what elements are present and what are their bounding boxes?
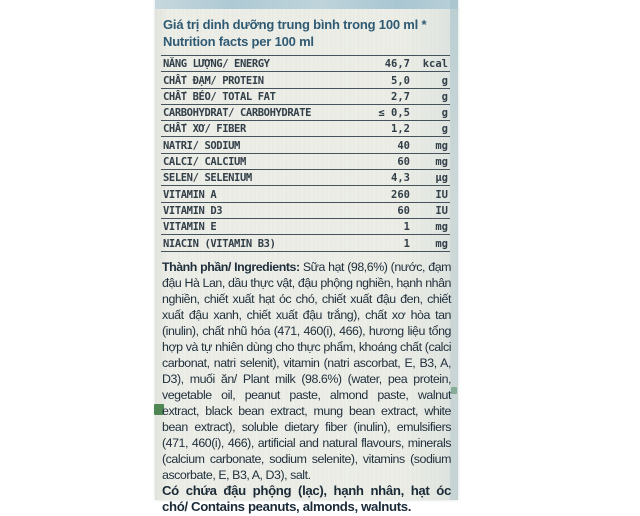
nutrition-table: NĂNG LƯỢNG/ ENERGY 46,7 kcal CHẤT ĐẠM/ PROT… — [161, 55, 450, 252]
nutrient-name: CHẤT BÉO/ TOTAL FAT — [163, 90, 276, 103]
nutrient-unit: mg — [435, 156, 448, 169]
milk-carton-panel: Giá trị dinh dưỡng trung bình trong 100 … — [154, 0, 458, 514]
print-registration-mark-right — [451, 387, 457, 394]
nutrient-value: 260 — [391, 188, 410, 201]
nutrient-name: VITAMIN E — [163, 221, 217, 234]
table-row: SELEN/ SELENIUM 4,3 µg — [161, 170, 450, 187]
nutrient-name: VITAMIN A — [163, 188, 217, 201]
nutrient-value: 60 — [397, 156, 410, 169]
nutrient-unit: IU — [435, 188, 448, 201]
nutrient-unit: g — [441, 107, 448, 120]
nutrient-value: 4,3 — [391, 172, 410, 185]
nutrient-value: 60 — [397, 204, 410, 217]
nutrient-name: VITAMIN D3 — [163, 204, 223, 217]
nutrient-value: 1,2 — [391, 123, 410, 136]
nutrient-value: 40 — [397, 139, 410, 152]
nutrient-name: NATRI/ SODIUM — [163, 139, 240, 152]
nutrient-name: NIACIN (VITAMIN B3) — [163, 237, 276, 250]
nutrient-name: CHẤT ĐẠM/ PROTEIN — [163, 74, 264, 87]
nutrient-name: CALCI/ CALCIUM — [163, 156, 246, 169]
carton-right-edge-shade — [450, 0, 458, 500]
nutrient-name: CARBOHYDRAT/ CARBOHYDRATE — [163, 107, 312, 120]
table-row: CALCI/ CALCIUM 60 mg — [161, 154, 450, 171]
nutrient-unit: g — [441, 123, 448, 136]
table-row: VITAMIN A 260 IU — [161, 186, 450, 203]
table-row: NĂNG LƯỢNG/ ENERGY 46,7 kcal — [161, 56, 450, 73]
nutrient-unit: IU — [435, 204, 448, 217]
nutrition-header-vi: Giá trị dinh dưỡng trung bình trong 100 … — [163, 17, 427, 32]
carton-top-blue-band — [155, 0, 458, 9]
nutrient-name: SELEN/ SELENIUM — [163, 172, 252, 185]
nutrient-unit: kcal — [422, 58, 448, 71]
nutrient-value: 1 — [403, 237, 410, 250]
print-registration-mark-left — [154, 404, 164, 415]
nutrition-label: Giá trị dinh dưỡng trung bình trong 100 … — [161, 9, 452, 516]
ingredients-paragraph: Thành phần/ Ingredients: Sữa hạt (98,6%)… — [162, 259, 451, 483]
nutrient-unit: mg — [435, 237, 448, 250]
nutrient-value: ≤ 0,5 — [378, 107, 410, 120]
nutrient-unit: µg — [435, 172, 448, 185]
ingredients-label: Thành phần/ Ingredients: — [162, 259, 300, 274]
nutrition-header-en: Nutrition facts per 100 ml — [163, 33, 314, 49]
nutrient-name: NĂNG LƯỢNG/ ENERGY — [163, 58, 270, 71]
table-row: CHẤT BÉO/ TOTAL FAT 2,7 g — [161, 89, 450, 105]
nutrient-unit: g — [441, 90, 448, 103]
nutrient-name: CHẤT XƠ/ FIBER — [163, 123, 246, 136]
allergen-statement: Có chứa đậu phộng (lạc), hạnh nhân, hạt … — [162, 482, 451, 515]
ingredients-text: Sữa hạt (98,6%) (nước, đạm đậu Hà Lan, d… — [162, 259, 452, 482]
nutrient-unit: mg — [435, 221, 448, 234]
nutrient-value: 46,7 — [384, 58, 410, 71]
table-row: CHẤT XƠ/ FIBER 1,2 g — [161, 121, 450, 138]
table-row: NATRI/ SODIUM 40 mg — [161, 137, 450, 154]
nutrition-header: Giá trị dinh dưỡng trung bình trong 100 … — [163, 17, 450, 50]
table-row: VITAMIN E 1 mg — [161, 219, 450, 236]
nutrient-value: 2,7 — [391, 90, 410, 103]
table-row: VITAMIN D3 60 IU — [161, 203, 450, 219]
nutrient-value: 5,0 — [391, 74, 410, 87]
nutrient-unit: mg — [435, 139, 448, 152]
table-row: NIACIN (VITAMIN B3) 1 mg — [161, 235, 450, 252]
nutrient-value: 1 — [403, 221, 410, 234]
table-row: CARBOHYDRAT/ CARBOHYDRATE ≤ 0,5 g — [161, 105, 450, 122]
table-row: CHẤT ĐẠM/ PROTEIN 5,0 g — [161, 72, 450, 89]
nutrient-unit: g — [441, 74, 448, 87]
